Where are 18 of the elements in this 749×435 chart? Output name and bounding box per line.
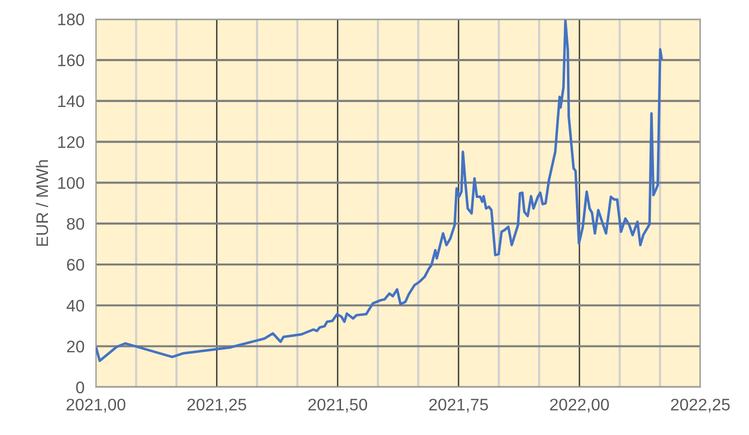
x-tick-label: 2021,25: [187, 398, 246, 412]
y-tick-label: 20: [67, 340, 84, 352]
y-tick-label: 100: [58, 177, 84, 189]
y-axis-title: EUR / MWh: [36, 160, 48, 246]
x-tick-label: 2021,75: [429, 398, 488, 412]
y-tick-label: 40: [66, 300, 84, 312]
x-tick-label: 2021,50: [308, 398, 368, 412]
y-tick-label: 120: [58, 136, 84, 148]
x-tick-label: 2022,25: [671, 398, 730, 412]
y-tick-label: 60: [67, 258, 84, 271]
x-tick-label: 2021,00: [66, 398, 126, 412]
x-tick-label: 2022,00: [550, 398, 609, 412]
line-series: [96, 20, 663, 362]
y-tick-label: 80: [66, 218, 84, 230]
y-tick-label: 160: [58, 54, 84, 66]
y-tick-label: 180: [58, 14, 84, 26]
y-tick-label: 0: [76, 382, 84, 394]
y-tick-label: 140: [58, 95, 84, 108]
